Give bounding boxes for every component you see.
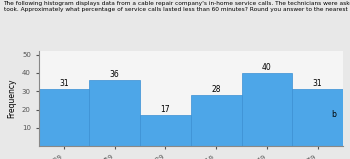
Bar — [292, 89, 343, 146]
Text: 36: 36 — [110, 70, 119, 79]
Bar — [191, 95, 241, 146]
Y-axis label: Frequency: Frequency — [7, 79, 16, 118]
Bar — [241, 73, 292, 146]
Text: 31: 31 — [59, 80, 69, 89]
Text: b: b — [331, 111, 336, 120]
Bar — [89, 80, 140, 146]
Text: 31: 31 — [313, 80, 322, 89]
Text: 28: 28 — [211, 85, 221, 94]
Bar — [140, 115, 191, 146]
Text: 40: 40 — [262, 63, 272, 72]
Text: 17: 17 — [161, 105, 170, 114]
Bar — [38, 89, 89, 146]
Text: The following histogram displays data from a cable repair company's in-home serv: The following histogram displays data fr… — [4, 1, 350, 6]
Text: took. Approximately what percentage of service calls lasted less than 60 minutes: took. Approximately what percentage of s… — [4, 7, 350, 12]
